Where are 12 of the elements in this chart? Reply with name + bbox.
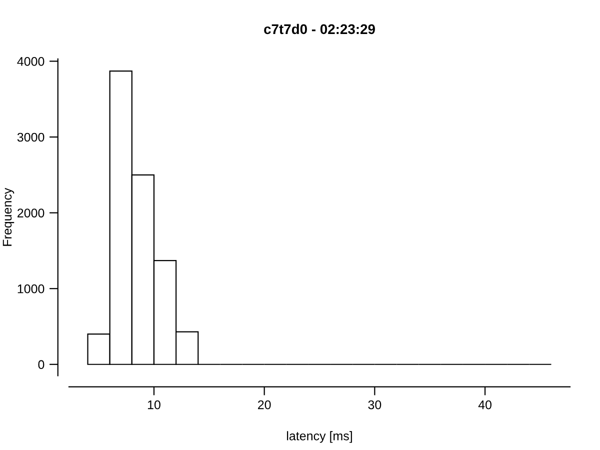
- y-tick-label: 0: [38, 360, 44, 370]
- y-tick-label: 2000: [18, 208, 44, 218]
- chart-title: c7t7d0 - 02:23:29: [264, 24, 375, 34]
- y-tick-label: 4000: [17, 57, 44, 66]
- y-tick-label: 1000: [18, 284, 44, 294]
- y-axis-title: Frequency: [2, 188, 14, 246]
- x-tick-label: 40: [478, 400, 492, 410]
- x-tick-label: 30: [368, 400, 382, 410]
- y-tick-label: 3000: [17, 132, 44, 142]
- x-tick-label: 10: [148, 400, 160, 410]
- x-axis-title: latency [ms]: [287, 431, 352, 443]
- x-tick-label: 20: [258, 400, 271, 410]
